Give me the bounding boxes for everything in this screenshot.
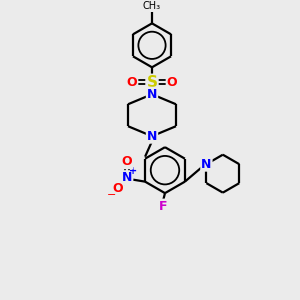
Text: O: O bbox=[113, 182, 123, 195]
Text: CH₃: CH₃ bbox=[143, 2, 161, 11]
Text: N: N bbox=[147, 130, 157, 143]
Text: O: O bbox=[122, 155, 132, 168]
Text: O: O bbox=[127, 76, 137, 89]
Text: O: O bbox=[167, 76, 177, 89]
Text: N: N bbox=[122, 171, 132, 184]
Text: S: S bbox=[146, 75, 158, 90]
Text: −: − bbox=[106, 190, 116, 200]
Text: F: F bbox=[159, 200, 167, 213]
Text: N: N bbox=[147, 88, 157, 101]
Text: +: + bbox=[129, 166, 137, 176]
Text: N: N bbox=[201, 158, 212, 171]
